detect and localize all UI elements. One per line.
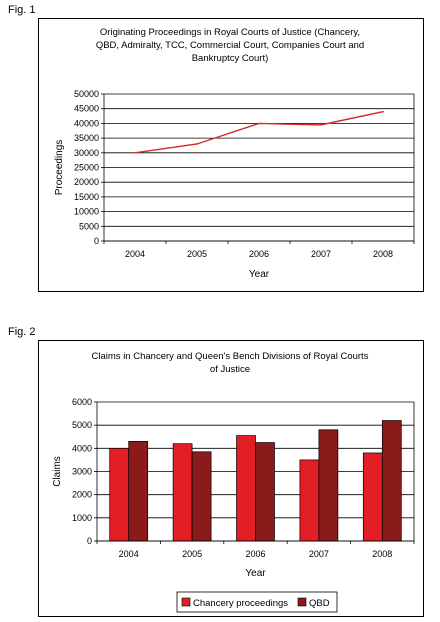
fig1-label: Fig. 1 xyxy=(8,4,36,16)
fig2-x-tick-label: 2005 xyxy=(182,549,202,559)
fig1-y-tick-label: 50000 xyxy=(74,89,99,99)
fig1-y-tick-label: 5000 xyxy=(79,221,99,231)
fig1-data-point xyxy=(196,143,198,145)
fig2-bar-qbd xyxy=(318,429,339,542)
fig2-x-tick-label: 2008 xyxy=(372,549,392,559)
fig1-x-axis-label: Year xyxy=(249,269,270,280)
fig2-y-tick-label: 3000 xyxy=(72,467,92,477)
fig2-bar-chancery xyxy=(362,452,383,542)
fig1-x-tick-label: 2007 xyxy=(311,249,331,259)
fig2-bar-chancery xyxy=(299,459,320,542)
fig1-data-point xyxy=(134,152,136,154)
fig1-x-tick-label: 2004 xyxy=(125,249,145,259)
fig2-x-tick-label: 2007 xyxy=(309,549,329,559)
fig2-title-line: Claims in Chancery and Queen's Bench Div… xyxy=(91,351,369,362)
fig1-x-tick-label: 2006 xyxy=(249,249,269,259)
fig1-title-line: Bankruptcy Court) xyxy=(191,53,269,64)
fig1-data-point xyxy=(320,124,322,126)
fig2-bar-qbd xyxy=(255,442,275,542)
fig2-bar-qbd xyxy=(381,420,402,542)
fig2-legend-swatch-qbd xyxy=(297,597,307,607)
fig1-title-line: Originating Proceedings in Royal Courts … xyxy=(99,27,361,38)
fig1-y-tick-label: 30000 xyxy=(74,148,99,158)
fig1-y-tick-label: 10000 xyxy=(74,207,99,217)
fig2-chart-frame xyxy=(38,340,424,617)
fig2-legend-swatch-chancery xyxy=(181,597,191,607)
fig1-y-tick-label: 35000 xyxy=(74,133,99,143)
fig1-data-point xyxy=(382,110,384,113)
fig2-y-axis-label: Claims xyxy=(52,456,63,487)
fig2-y-tick-label: 6000 xyxy=(72,397,92,407)
fig2-y-tick-label: 0 xyxy=(87,536,92,546)
fig1-y-tick-label: 15000 xyxy=(74,192,99,202)
fig2-y-tick-label: 4000 xyxy=(72,443,92,453)
fig2-x-tick-label: 2006 xyxy=(245,549,265,559)
fig1-series-line xyxy=(134,110,384,154)
fig2-bar-chancery xyxy=(236,435,256,542)
fig2-bar-chancery xyxy=(109,447,130,542)
fig2-legend-label-qbd: QBD xyxy=(309,598,330,609)
fig2-legend xyxy=(176,591,338,613)
fig1-data-point xyxy=(258,122,260,125)
fig1-title-line: QBD, Admiralty, TCC, Commercial Court, C… xyxy=(95,40,365,51)
fig2-bar-qbd xyxy=(128,441,149,542)
fig2-y-tick-label: 2000 xyxy=(72,490,92,500)
fig1-y-tick-label: 45000 xyxy=(74,104,99,114)
fig1-y-tick-label: 20000 xyxy=(74,177,99,187)
fig1-y-tick-label: 0 xyxy=(94,236,99,246)
fig2-title-line: of Justice xyxy=(209,364,251,375)
fig2-legend-label-chancery: Chancery proceedings xyxy=(193,598,288,609)
fig1-chart-frame xyxy=(38,18,424,292)
fig1-y-tick-label: 25000 xyxy=(74,163,99,173)
fig2-chart-title: Claims in Chancery and Queen's Bench Div… xyxy=(60,350,400,376)
fig2-x-axis-label: Year xyxy=(245,568,266,579)
fig2-y-tick-label: 5000 xyxy=(72,420,92,430)
fig2-bar-qbd xyxy=(191,451,212,542)
fig1-x-tick-label: 2008 xyxy=(373,249,393,259)
fig2-y-tick-label: 1000 xyxy=(72,513,92,523)
fig2-label: Fig. 2 xyxy=(8,326,36,338)
fig2-x-tick-label: 2004 xyxy=(119,549,139,559)
fig2-bar-chancery xyxy=(172,443,193,542)
fig1-chart-title: Originating Proceedings in Royal Courts … xyxy=(60,26,400,65)
fig1-y-axis-label: Proceedings xyxy=(54,140,65,196)
fig1-x-tick-label: 2005 xyxy=(187,249,207,259)
fig1-y-tick-label: 40000 xyxy=(74,118,99,128)
